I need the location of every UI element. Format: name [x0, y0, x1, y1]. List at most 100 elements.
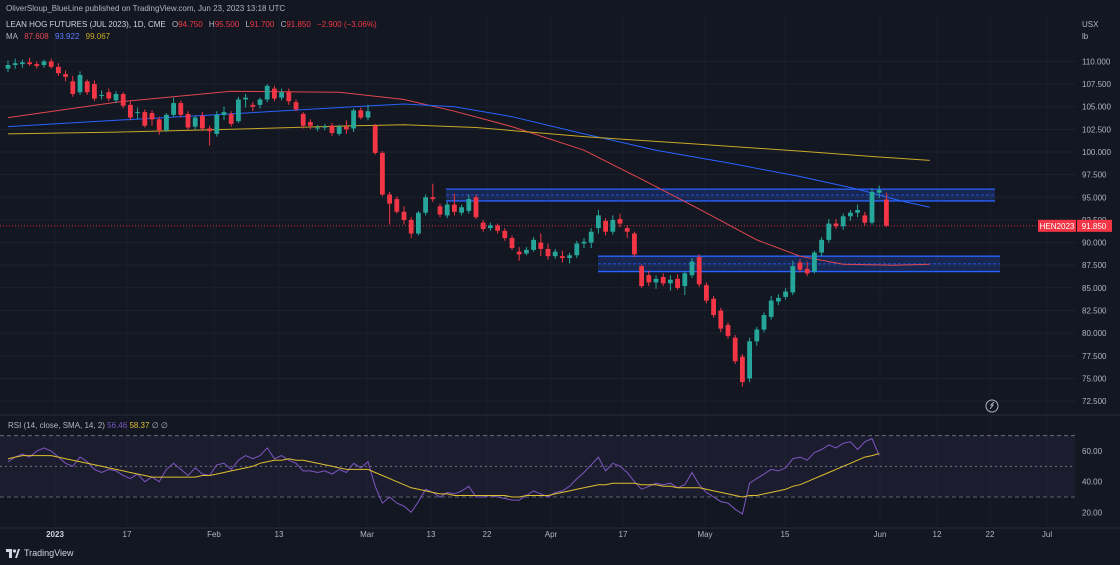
candle — [603, 218, 608, 236]
candle-body — [228, 113, 234, 124]
candle-body — [826, 223, 832, 240]
rsi-bb-upper: ∅ — [151, 421, 159, 430]
candle — [552, 248, 558, 259]
candle-body — [495, 225, 500, 231]
candle — [862, 211, 868, 226]
candle-body — [20, 62, 25, 65]
price-tick-label: 82.500 — [1082, 307, 1107, 316]
candle-body — [516, 251, 522, 255]
candle — [444, 201, 450, 219]
candle-body — [740, 356, 745, 383]
candle — [560, 250, 565, 263]
candle-body — [171, 103, 176, 115]
candle-body — [243, 97, 248, 100]
candle — [380, 151, 385, 197]
candle-body — [372, 125, 378, 153]
candle — [725, 322, 731, 339]
candle-body — [725, 325, 731, 336]
candle-body — [394, 199, 400, 212]
price-tick-label: 105.000 — [1082, 103, 1111, 112]
currency-label[interactable]: USX — [1082, 20, 1099, 29]
candle-body — [833, 223, 839, 227]
candle-body — [480, 222, 486, 229]
rsi-pane — [0, 435, 1075, 515]
candle — [797, 258, 803, 273]
candle — [437, 203, 443, 218]
published-text: OliverSloup_BlueLine published on Tradin… — [6, 4, 286, 13]
time-tick-label: 12 — [933, 530, 942, 539]
candle-body — [308, 122, 313, 126]
candle — [142, 109, 148, 128]
ma-line: MA 87.608 93.922 99.067 — [6, 32, 114, 41]
candle-body — [92, 84, 97, 99]
symbol-title[interactable]: LEAN HOG FUTURES (JUL 2023), 1D, CME — [6, 20, 166, 29]
price-tick-label: 110.000 — [1082, 57, 1111, 66]
price-tick-label: 80.000 — [1082, 329, 1107, 338]
candle — [459, 204, 464, 216]
rsi-line — [7, 438, 880, 515]
ma-line-blue — [7, 103, 930, 208]
unit-label: lb — [1082, 32, 1089, 41]
candle — [473, 194, 479, 220]
price-tick-label: 87.500 — [1082, 261, 1107, 270]
candle-body — [300, 113, 306, 126]
candle-body — [632, 233, 637, 255]
candle-body — [77, 74, 83, 93]
candle — [171, 97, 176, 117]
candle — [128, 101, 133, 121]
replay-icon[interactable] — [985, 399, 999, 413]
candle — [632, 231, 637, 258]
candle-body — [502, 230, 508, 239]
candle — [99, 90, 104, 100]
candle — [646, 270, 652, 287]
candle — [250, 102, 256, 112]
time-tick-label: 15 — [781, 530, 790, 539]
candle — [696, 254, 702, 287]
candle — [329, 123, 335, 136]
candle-body — [524, 249, 529, 254]
ma-line-yellow — [7, 124, 930, 161]
candle — [358, 107, 364, 120]
candle-body — [113, 94, 119, 101]
candle — [689, 257, 695, 278]
candle-body — [718, 310, 724, 329]
candle — [315, 124, 320, 132]
time-tick-label: 22 — [483, 530, 492, 539]
candle-body — [682, 273, 688, 287]
candle — [869, 188, 875, 225]
candle-body — [322, 126, 328, 128]
price-tag-symbol-bg — [1038, 219, 1076, 232]
candle-body — [689, 261, 695, 276]
tradingview-logo-icon — [6, 548, 20, 558]
ma-label[interactable]: MA — [6, 32, 18, 41]
candle-body — [351, 110, 356, 129]
ma-value-red: 87.608 — [24, 32, 49, 41]
candle-body — [293, 102, 299, 110]
brand-name: TradingView — [24, 548, 74, 558]
candle-body — [207, 128, 212, 132]
candle-body — [437, 206, 443, 215]
candle — [92, 80, 97, 102]
candle — [63, 70, 68, 82]
candle — [243, 94, 248, 108]
candle-body — [272, 88, 277, 99]
candle-body — [797, 262, 803, 270]
rsi-label[interactable]: RSI (14, close, SMA, 14, 2) — [8, 421, 105, 430]
candle — [495, 223, 500, 234]
candle — [156, 116, 162, 135]
price-tick-label: 77.500 — [1082, 352, 1107, 361]
candle — [401, 206, 407, 225]
time-tick-label: Jun — [874, 530, 887, 539]
price-axis: 110.000 107.500 105.000 102.500 100.000 97.50… — [1082, 57, 1111, 517]
time-tick-label: 13 — [427, 530, 436, 539]
candle — [394, 196, 400, 214]
candle-body — [862, 215, 868, 223]
candle-body — [149, 113, 155, 120]
candle-body — [473, 197, 479, 218]
candle — [480, 219, 486, 232]
candle — [783, 287, 788, 300]
candle-body — [545, 248, 551, 257]
tradingview-brand[interactable]: TradingView — [6, 548, 74, 558]
candle-body — [704, 285, 709, 301]
candle — [70, 75, 76, 97]
